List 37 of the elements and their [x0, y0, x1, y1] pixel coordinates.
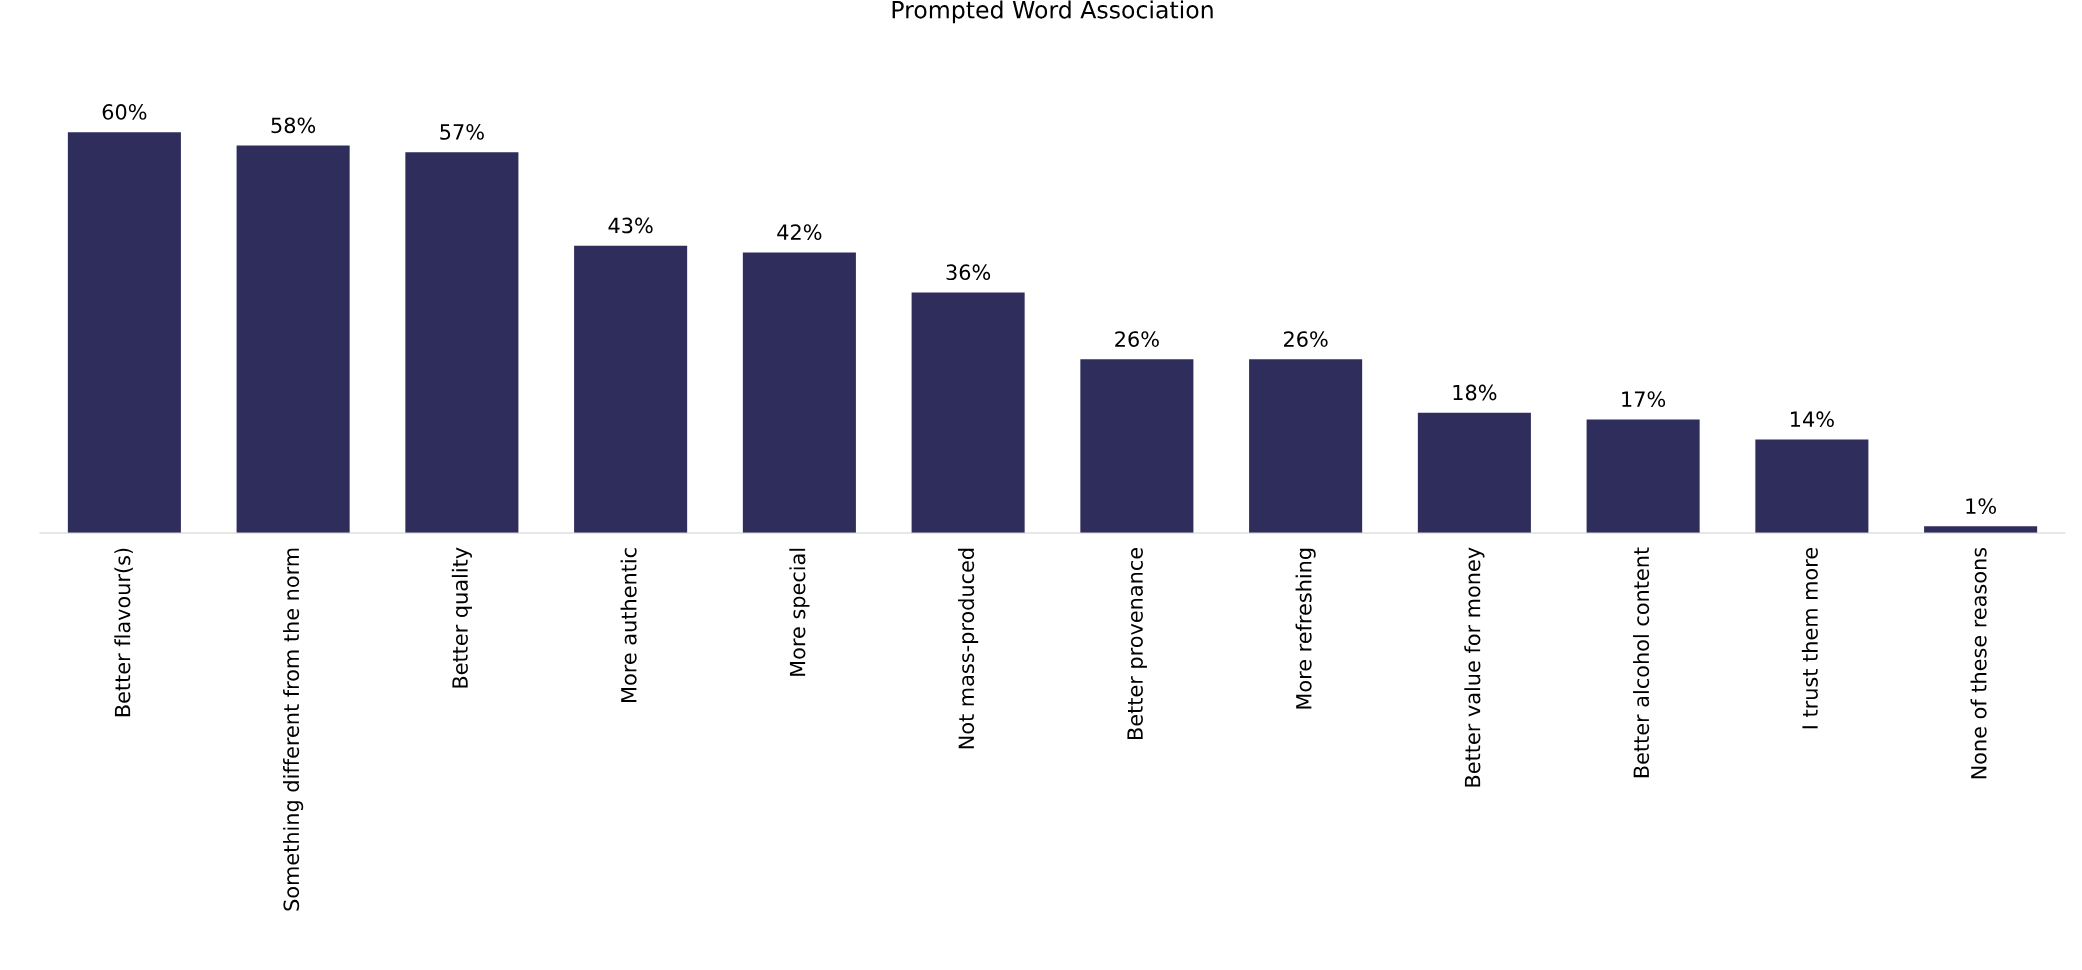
- x-tick-label: More special: [789, 548, 810, 676]
- x-tick-label: Better flavour(s): [114, 548, 133, 717]
- x-tick-label: Better quality: [451, 547, 472, 688]
- bar: [1417, 412, 1531, 533]
- data-label: 14%: [1791, 411, 1834, 428]
- x-tick-label: Better alcohol content: [1633, 547, 1650, 778]
- bar: [405, 152, 519, 533]
- x-tick-label: Better provenance: [1127, 548, 1147, 739]
- data-label: 17%: [1622, 391, 1666, 408]
- bar: [236, 145, 350, 533]
- bar: [1249, 359, 1363, 533]
- data-label: 26%: [1284, 331, 1328, 347]
- data-label: 26%: [1115, 331, 1159, 347]
- x-tick-label: More refreshing: [1295, 548, 1316, 709]
- bar: [574, 245, 688, 533]
- bar: [67, 132, 181, 533]
- bar: [1755, 439, 1869, 533]
- x-tick-label: I trust them more: [1801, 547, 1818, 729]
- data-label: 18%: [1453, 384, 1497, 401]
- x-tick-label: Not mass-produced: [958, 548, 979, 749]
- x-tick-label: Something different from the norm: [283, 548, 304, 911]
- bar: [911, 292, 1025, 533]
- chart-title: Prompted Word Association: [892, 0, 1213, 24]
- bar: [1080, 359, 1194, 533]
- data-label: 60%: [102, 104, 147, 120]
- data-label: 58%: [271, 117, 316, 134]
- x-tick-label: More authentic: [620, 548, 637, 702]
- x-tick-label: None of these reasons: [1970, 547, 1987, 779]
- x-tick-label: Better value for money: [1464, 547, 1485, 787]
- bar: [1924, 526, 2038, 533]
- bar: [1586, 419, 1700, 533]
- data-label: 1%: [1966, 498, 1996, 514]
- bar: [742, 252, 856, 533]
- data-label: 36%: [946, 264, 991, 281]
- data-label: 43%: [608, 217, 653, 234]
- data-label: 42%: [777, 224, 822, 241]
- data-label: 57%: [440, 124, 484, 140]
